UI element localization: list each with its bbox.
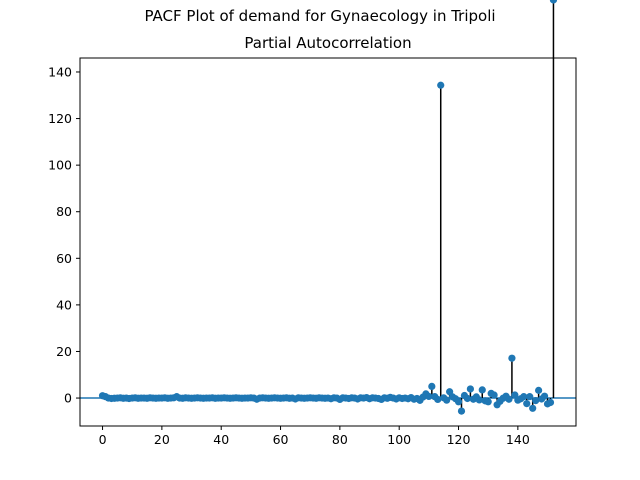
y-tick-label-120: 120 xyxy=(48,111,72,126)
point-lag-146 xyxy=(532,397,540,405)
point-lag-144 xyxy=(526,393,534,401)
y-tick-label-140: 140 xyxy=(48,64,72,79)
figure-title: PACF Plot of demand for Gynaecology in T… xyxy=(144,7,496,25)
point-lag-121 xyxy=(457,407,466,415)
x-tick-label-40: 40 xyxy=(213,432,229,447)
y-tick-label-20: 20 xyxy=(56,344,72,359)
point-lag-130 xyxy=(484,398,492,406)
point-lag-138 xyxy=(508,354,516,362)
point-lag-145 xyxy=(529,404,537,412)
plot-content xyxy=(80,0,576,415)
y-axis: 0 20 40 60 80 100 120 140 xyxy=(48,64,80,406)
y-tick-label-60: 60 xyxy=(56,251,72,266)
y-tick-label-100: 100 xyxy=(48,158,72,173)
point-lag-114 xyxy=(437,81,445,89)
x-tick-label-0: 0 xyxy=(99,432,107,447)
x-tick-label-140: 140 xyxy=(506,432,530,447)
point-lag-149 xyxy=(540,392,549,400)
axes-frame xyxy=(79,57,577,427)
point-lag-151 xyxy=(546,398,555,407)
point-lag-147 xyxy=(535,386,543,394)
x-tick-label-100: 100 xyxy=(387,432,411,447)
point-lag-142 xyxy=(520,393,528,401)
point-lag-124 xyxy=(466,385,474,393)
y-tick-label-0: 0 xyxy=(64,391,72,406)
point-lag-113 xyxy=(434,395,442,404)
point-lag-132 xyxy=(490,391,498,399)
y-tick-label-80: 80 xyxy=(56,204,72,219)
x-tick-label-80: 80 xyxy=(332,432,348,447)
y-tick-label-40: 40 xyxy=(56,297,72,312)
point-lag-123 xyxy=(463,394,472,403)
point-lag-128 xyxy=(478,386,486,394)
point-lag-120 xyxy=(454,398,463,406)
point-lag-110 xyxy=(425,392,433,401)
point-lag-143 xyxy=(523,400,531,408)
point-lag-111 xyxy=(428,382,436,391)
x-tick-label-120: 120 xyxy=(447,432,471,447)
point-lag-152 xyxy=(549,0,558,4)
point-lag-116 xyxy=(443,396,451,404)
point-lag-127 xyxy=(475,396,483,404)
chart-title: Partial Autocorrelation xyxy=(244,34,412,52)
x-tick-label-60: 60 xyxy=(273,432,289,447)
x-axis: 0 20 40 60 80 100 120 140 xyxy=(99,426,530,447)
point-lag-137 xyxy=(505,395,513,403)
x-tick-label-20: 20 xyxy=(154,432,170,447)
